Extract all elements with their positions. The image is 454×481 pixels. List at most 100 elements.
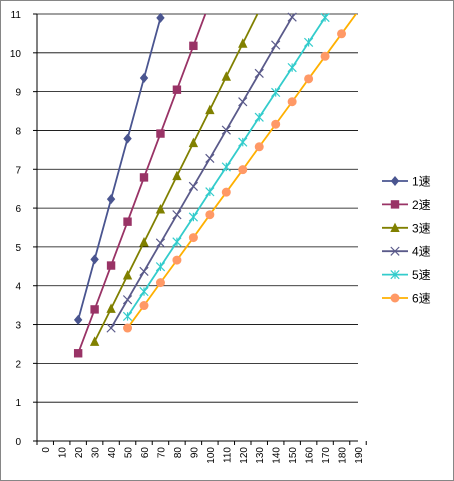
- y-tick-label-1: 1: [15, 398, 21, 409]
- series-1-point-50: [123, 133, 132, 144]
- series-5-point-140: [271, 87, 281, 98]
- series-3-point-120: [238, 38, 248, 48]
- series-1-point-20: [73, 314, 83, 325]
- series-4-point-50: [122, 295, 133, 305]
- series-4-point-130: [254, 68, 264, 79]
- series-5-point-70: [155, 262, 166, 272]
- series-4-point-150: [287, 12, 297, 22]
- y-tick-label-6: 6: [15, 204, 21, 215]
- y-tick-label-2: 2: [15, 359, 21, 370]
- series-4-point-70: [155, 238, 166, 248]
- series-2-point-80: [172, 85, 182, 94]
- y-tick-label-5: 5: [15, 243, 21, 254]
- legend-marker-6: [390, 293, 400, 303]
- y-tick-label-11: 11: [11, 10, 22, 21]
- series-5-point-170: [320, 12, 330, 23]
- y-tick-label-0: 0: [15, 437, 21, 448]
- series-4-point-120: [238, 97, 248, 107]
- series-3-point-50: [122, 270, 133, 280]
- y-tick-label-3: 3: [15, 321, 21, 332]
- series-3-point-100: [205, 104, 215, 115]
- x-tick-label-120: 120: [239, 447, 250, 464]
- x-tick-label-50: 50: [124, 447, 135, 459]
- legend-label-4: 4速: [412, 245, 431, 259]
- y-tick-label-10: 10: [10, 49, 22, 60]
- legend-label-5: 5速: [412, 268, 431, 282]
- series-line-1: [77, 14, 163, 321]
- x-tick-label-10: 10: [58, 447, 69, 459]
- x-tick-label-80: 80: [173, 447, 184, 459]
- series-4-point-80: [172, 210, 182, 220]
- series-2-point-90: [189, 41, 198, 51]
- series-1-point-70: [156, 12, 165, 23]
- series-5-point-160: [303, 37, 314, 47]
- series-line-3: [93, 14, 259, 343]
- y-tick-label-8: 8: [15, 126, 21, 137]
- series-5-point-50: [122, 311, 133, 322]
- x-tick-label-70: 70: [156, 447, 167, 459]
- series-6-point-50: [123, 323, 133, 333]
- series-3-point-30: [89, 336, 100, 346]
- legend-label-2: 2速: [412, 198, 431, 212]
- series-5-point-90: [188, 212, 199, 222]
- series-3-point-60: [139, 237, 149, 247]
- legend-marker-5: [390, 269, 400, 280]
- series-1-point-30: [90, 254, 99, 265]
- series-5-point-110: [221, 162, 231, 172]
- series-2-point-50: [123, 217, 132, 226]
- series-6-point-100: [205, 210, 215, 220]
- legend-marker-4: [390, 246, 400, 256]
- series-6-point-110: [221, 187, 231, 197]
- series-4-point-100: [205, 153, 215, 164]
- x-tick-label-40: 40: [107, 447, 118, 459]
- x-tick-label-110: 110: [222, 447, 233, 463]
- x-tick-label-180: 180: [338, 447, 349, 464]
- series-line-4: [110, 14, 296, 329]
- series-5-point-60: [139, 286, 149, 297]
- x-tick-label-90: 90: [189, 447, 200, 459]
- series-4-point-40: [106, 323, 116, 333]
- series-5-point-80: [172, 237, 182, 247]
- x-tick-label-30: 30: [91, 447, 102, 459]
- series-3-point-40: [106, 303, 116, 313]
- series-6-point-140: [271, 119, 281, 129]
- x-tick-label-60: 60: [140, 447, 151, 459]
- series-1-point-40: [106, 194, 116, 205]
- series-2-point-20: [73, 349, 83, 358]
- x-tick-label-160: 160: [305, 447, 316, 464]
- series-4-point-60: [139, 266, 149, 276]
- series-6-point-70: [155, 278, 165, 288]
- series-1-point-60: [139, 73, 149, 84]
- series-line-5: [126, 14, 329, 317]
- series-6-point-90: [188, 233, 198, 243]
- series-6-point-130: [254, 142, 264, 152]
- x-tick-label-100: 100: [206, 447, 217, 464]
- x-tick-label-130: 130: [255, 447, 266, 464]
- series-6-point-180: [337, 29, 347, 39]
- series-6-point-150: [287, 97, 297, 107]
- series-4-point-110: [221, 125, 231, 135]
- series-5-point-100: [205, 187, 215, 197]
- x-tick-label-0: 0: [41, 447, 52, 453]
- legend-marker-1: [390, 176, 400, 186]
- series-5-point-120: [238, 137, 248, 147]
- series-5-point-150: [287, 62, 297, 73]
- series-2-point-30: [90, 305, 99, 314]
- series-6-point-160: [304, 74, 314, 84]
- series-3-point-110: [221, 71, 232, 81]
- y-tick-label-9: 9: [15, 88, 21, 99]
- series-3-point-70: [155, 204, 166, 214]
- series-4-point-90: [188, 181, 199, 191]
- series-3-point-90: [188, 137, 199, 148]
- legend-marker-2: [390, 200, 400, 209]
- series-2-point-40: [106, 261, 116, 270]
- series-2-point-60: [139, 173, 149, 182]
- x-tick-label-140: 140: [272, 447, 283, 464]
- series-6-point-120: [238, 165, 248, 175]
- y-tick-label-7: 7: [15, 165, 21, 176]
- series-3-point-80: [172, 170, 182, 181]
- legend-label-1: 1速: [412, 175, 431, 189]
- series-5-point-130: [254, 112, 264, 122]
- y-tick-label-4: 4: [15, 282, 21, 293]
